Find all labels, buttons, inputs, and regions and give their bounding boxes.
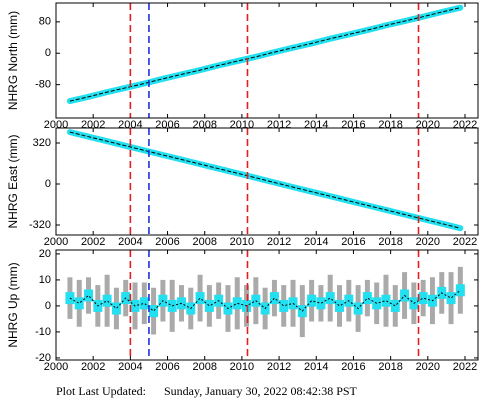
x-tick-label: 2000 [44, 361, 68, 373]
plot-frame [55, 249, 479, 361]
point [204, 299, 214, 312]
point [195, 292, 205, 305]
point [102, 294, 112, 307]
x-tick-label: 2006 [155, 361, 179, 373]
y-tick-label: 10 [39, 274, 51, 286]
point [325, 292, 335, 305]
point [446, 292, 456, 305]
x-tick-label: 2020 [416, 361, 440, 373]
x-tick-label: 2004 [118, 361, 142, 373]
footer-label: Plot Last Updated: [56, 384, 146, 398]
point [418, 292, 428, 305]
plot-frame [55, 127, 479, 236]
y-tick-label: 0 [45, 178, 51, 190]
x-tick-label: 2016 [341, 361, 365, 373]
point [111, 302, 121, 315]
x-tick-label: 2022 [453, 236, 477, 248]
x-tick-label: 2006 [155, 236, 179, 248]
x-tick-label: 2008 [192, 236, 216, 248]
x-tick-label: 2002 [81, 236, 105, 248]
point [149, 305, 159, 318]
point [269, 292, 279, 305]
x-tick-label: 2012 [267, 361, 291, 373]
y-tick-label: -320 [29, 219, 51, 231]
y-tick-label: 0 [45, 300, 51, 312]
y-tick-label: -10 [35, 326, 51, 338]
point [362, 292, 372, 305]
y-axis-label: NHRG North (mm) [6, 11, 20, 110]
point [74, 297, 84, 310]
x-tick-label: 2014 [304, 236, 328, 248]
x-tick-label: 2018 [378, 236, 402, 248]
footer-timestamp: Sunday, January 30, 2022 08:42:38 PST [164, 384, 358, 398]
x-tick-label: 2012 [267, 236, 291, 248]
y-axis-label: NHRG East (mm) [6, 135, 20, 229]
point [381, 294, 391, 307]
x-tick-label: 2004 [118, 236, 142, 248]
y-tick-label: 80 [39, 16, 51, 28]
x-tick-label: 2010 [230, 236, 254, 248]
point [139, 297, 149, 310]
point [307, 294, 317, 307]
x-tick-label: 2016 [341, 236, 365, 248]
x-tick-label: 2022 [453, 361, 477, 373]
point [279, 299, 289, 312]
series-line [69, 131, 461, 229]
y-tick-label: 20 [39, 248, 51, 260]
y-tick-label: -80 [35, 79, 51, 91]
point [455, 284, 465, 297]
series-line [69, 7, 461, 102]
x-tick-label: 2010 [230, 361, 254, 373]
x-tick-label: 2014 [304, 361, 328, 373]
x-tick-label: 2008 [192, 361, 216, 373]
point [390, 299, 400, 312]
x-tick-label: 2000 [44, 236, 68, 248]
x-tick-label: 2020 [416, 236, 440, 248]
y-tick-label: 320 [33, 137, 51, 149]
x-tick-label: 2002 [81, 361, 105, 373]
y-tick-label: -20 [35, 352, 51, 364]
point [232, 297, 242, 310]
point [335, 299, 345, 312]
y-tick-label: 0 [45, 47, 51, 59]
x-tick-label: 2018 [378, 361, 402, 373]
plot-frame [55, 2, 479, 119]
point [316, 297, 326, 310]
point [84, 289, 94, 302]
mean-line [69, 289, 461, 312]
y-axis-label: NHRG Up (mm) [6, 262, 20, 347]
